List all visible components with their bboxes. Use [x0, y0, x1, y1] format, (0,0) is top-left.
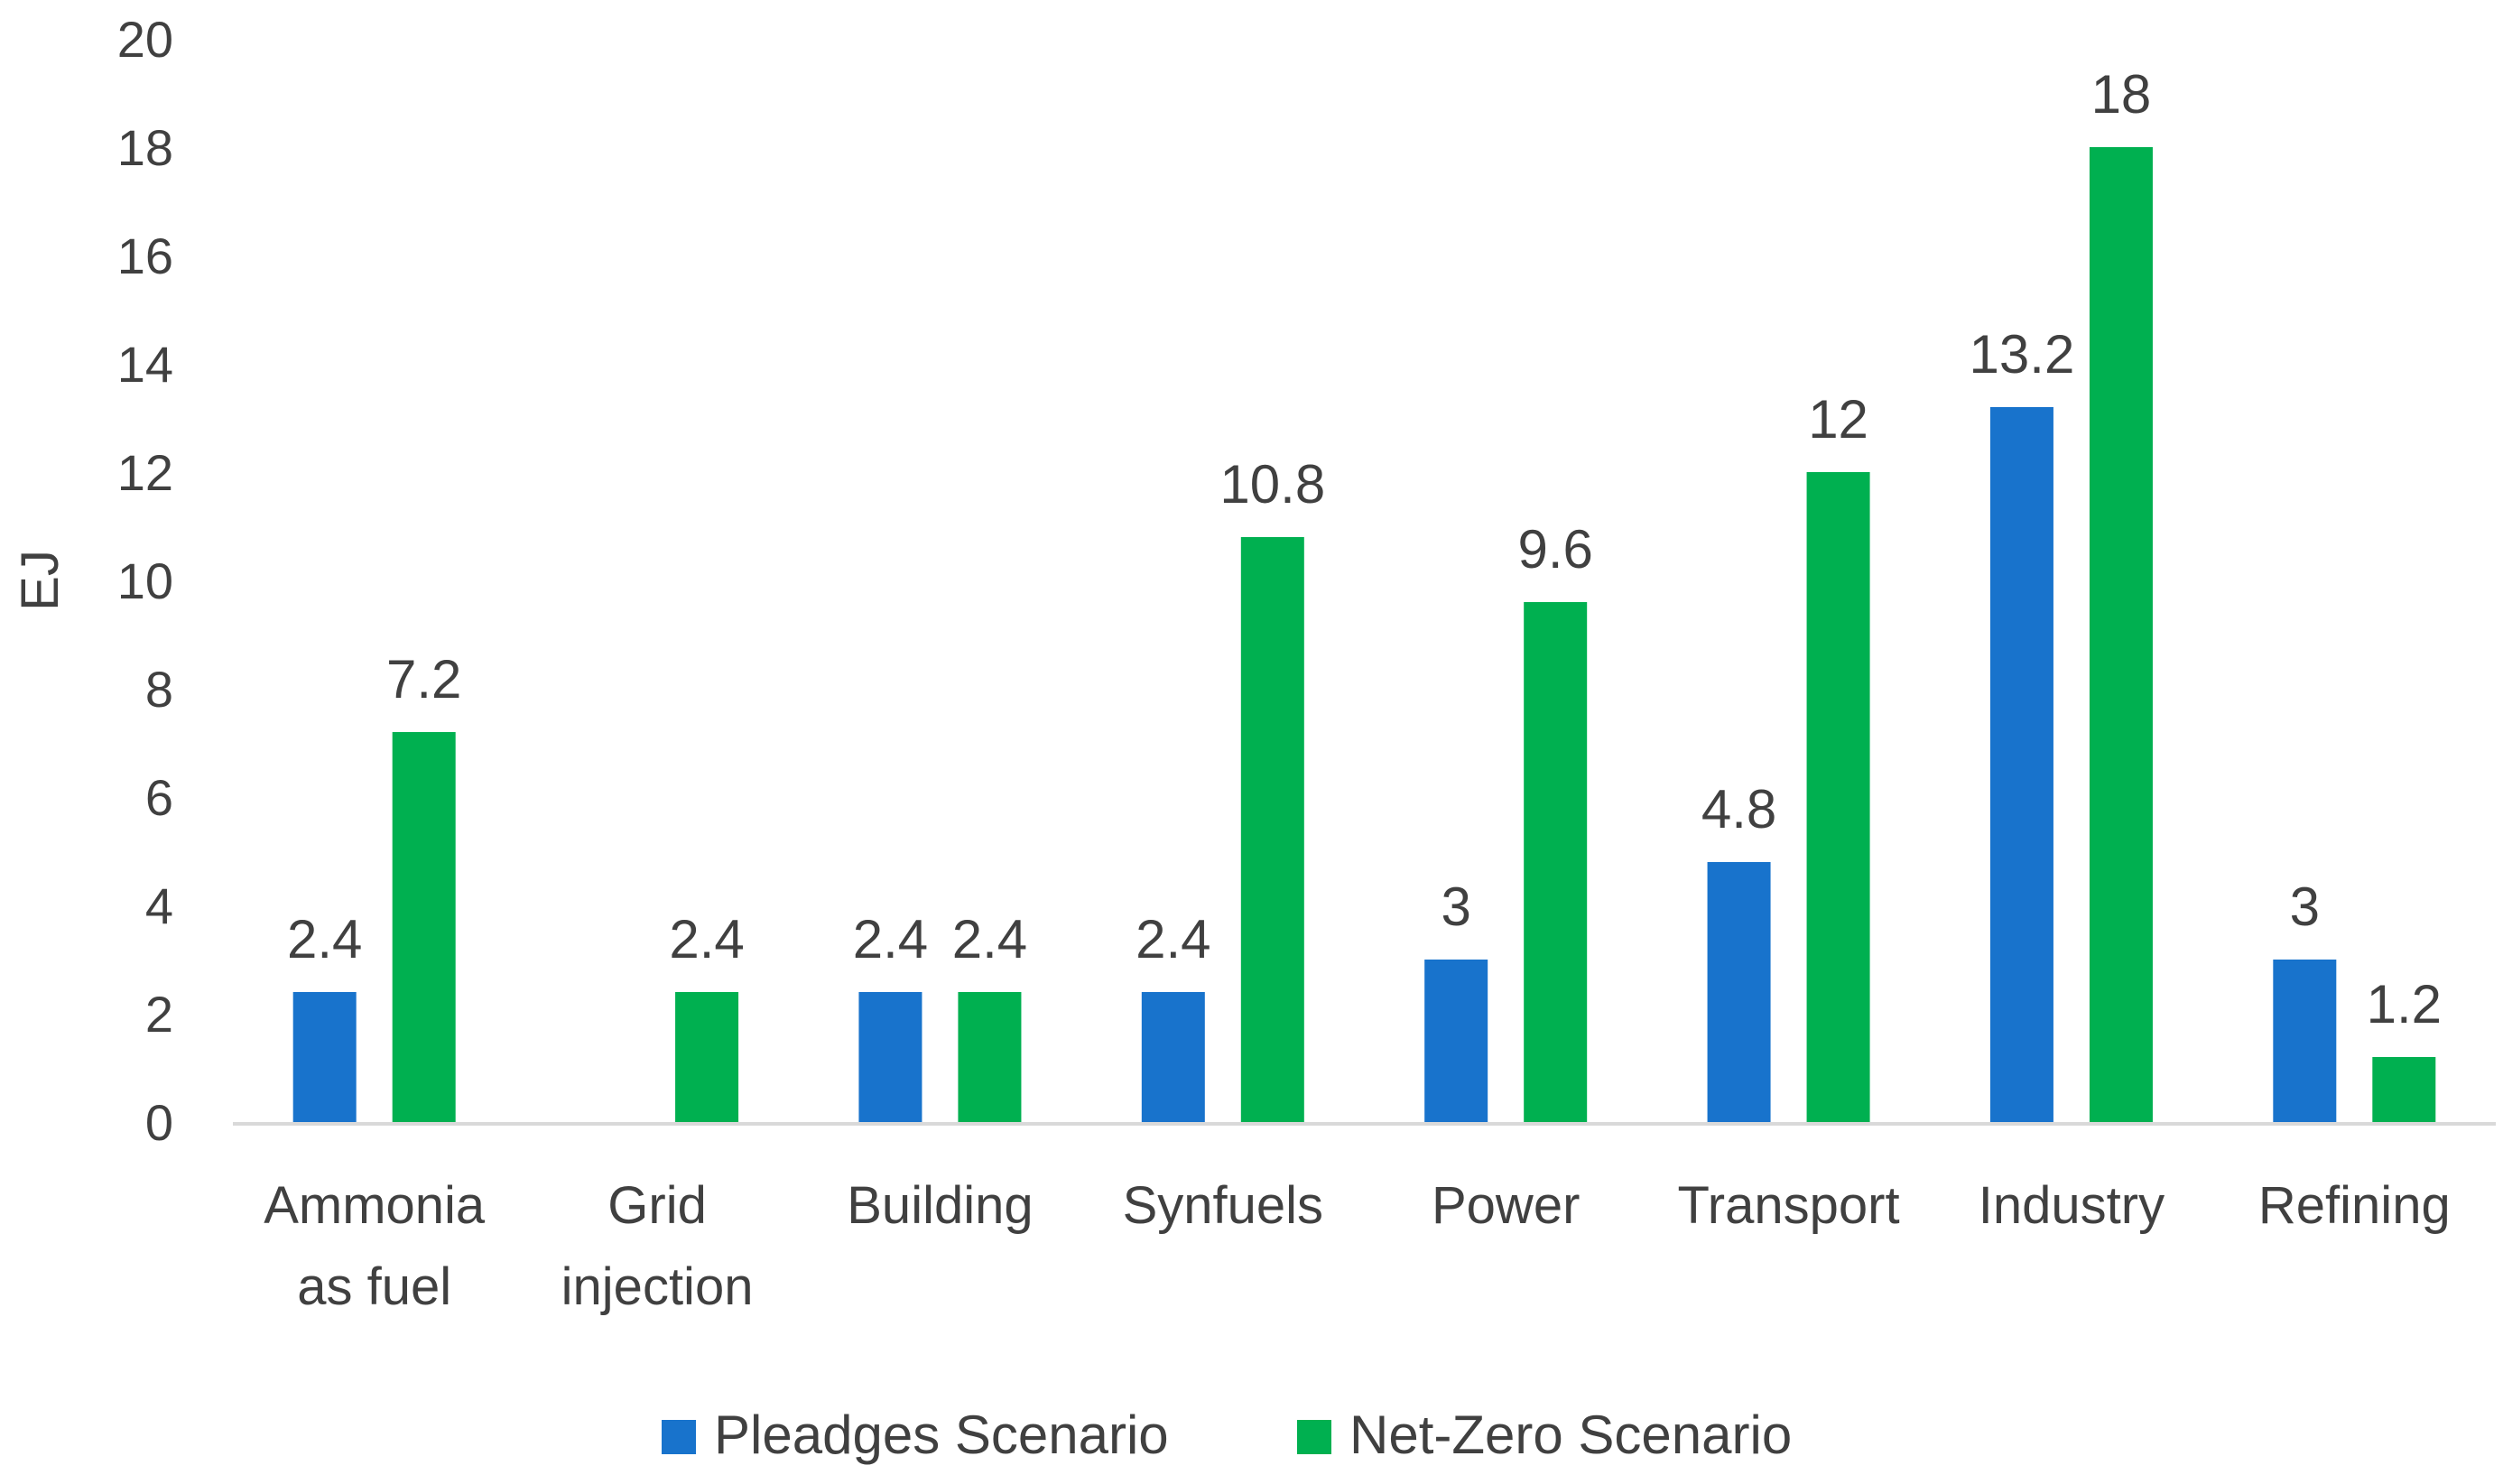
x-category-label: Synfuels: [1123, 1176, 1323, 1235]
x-category-label: Transport: [1678, 1176, 1900, 1235]
x-axis-categories: Ammonia as fuel Grid injection Building Synfu…: [264, 1176, 2451, 1316]
y-axis-label: EJ: [11, 550, 70, 611]
data-label: 7.2: [386, 649, 461, 710]
x-category-label: Building: [847, 1176, 1033, 1235]
legend-label: Net-Zero Scenario: [1349, 1405, 1792, 1465]
x-category-label: Grid injection: [561, 1176, 754, 1316]
x-category-label: Ammonia as fuel: [264, 1176, 486, 1316]
data-label: 13.2: [1970, 324, 2075, 385]
data-label: 10.8: [1219, 454, 1325, 515]
data-label: 18: [2091, 64, 2152, 125]
data-label: 1.2: [2367, 974, 2442, 1034]
y-tick-label: 8: [145, 661, 173, 718]
y-tick-label: 10: [117, 552, 173, 609]
bar-pledges: [1424, 960, 1488, 1122]
bar-pledges: [858, 992, 922, 1122]
bar-pledges: [292, 992, 357, 1122]
y-tick-label: 20: [117, 11, 173, 68]
data-label: 4.8: [1701, 779, 1776, 839]
y-tick-label: 0: [145, 1094, 173, 1151]
data-label: 2.4: [669, 909, 744, 969]
y-tick-label: 6: [145, 769, 173, 826]
bar-net-zero: [1806, 472, 1870, 1122]
bar-pledges: [2273, 960, 2337, 1122]
legend: Pleadges Scenario Net-Zero Scenario: [662, 1405, 1792, 1465]
data-label: 2.4: [952, 909, 1027, 969]
bar-net-zero: [2089, 147, 2153, 1122]
y-axis-ticks: 0 2 4 6 8 10 12 14 16 18 20: [117, 11, 173, 1151]
data-label: 2.4: [853, 909, 928, 969]
y-tick-label: 2: [145, 986, 173, 1043]
data-labels-group: 2.4 7.2 2.4 2.4 2.4 2.4 10.8 3 9.6 4.8 12 13.2 18 3 1.…: [287, 64, 2442, 1034]
bar-net-zero: [1240, 537, 1304, 1122]
data-label: 9.6: [1517, 519, 1592, 580]
bar-pledges: [1989, 407, 2053, 1122]
data-label: 2.4: [287, 909, 362, 969]
data-label: 3: [1442, 876, 1471, 937]
y-tick-label: 12: [117, 444, 173, 501]
x-category-label: Refining: [2258, 1176, 2451, 1235]
y-tick-label: 16: [117, 227, 173, 284]
y-tick-label: 18: [117, 119, 173, 176]
bar-net-zero: [675, 992, 739, 1122]
legend-swatch: [1297, 1420, 1331, 1454]
bar-net-zero: [2372, 1057, 2436, 1122]
bar-net-zero: [958, 992, 1022, 1122]
data-label: 2.4: [1136, 909, 1210, 969]
x-category-label: Power: [1432, 1176, 1580, 1235]
bar-net-zero: [1524, 602, 1588, 1122]
y-tick-label: 4: [145, 877, 173, 934]
x-category-label: Industry: [1979, 1176, 2165, 1235]
bar-pledges: [1707, 862, 1771, 1122]
data-label: 3: [2290, 876, 2320, 937]
bars-group: [292, 147, 2436, 1122]
bar-net-zero: [392, 732, 456, 1122]
legend-label: Pleadges Scenario: [714, 1405, 1169, 1465]
data-label: 12: [1808, 389, 1868, 450]
y-tick-label: 14: [117, 336, 173, 393]
bar-pledges: [1141, 992, 1205, 1122]
legend-swatch: [662, 1420, 696, 1454]
